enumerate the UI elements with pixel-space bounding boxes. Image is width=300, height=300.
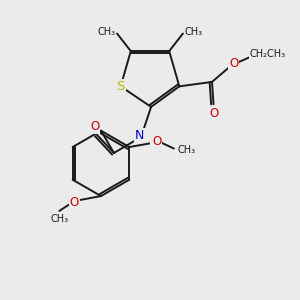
Text: H: H	[151, 135, 158, 145]
Text: O: O	[152, 135, 161, 148]
Text: CH₃: CH₃	[98, 27, 116, 37]
Text: O: O	[90, 120, 100, 133]
Text: CH₃: CH₃	[184, 27, 202, 37]
Text: O: O	[70, 196, 79, 208]
Text: CH₃: CH₃	[177, 145, 195, 155]
Text: S: S	[116, 80, 125, 93]
Text: CH₃: CH₃	[50, 214, 68, 224]
Text: O: O	[229, 57, 238, 70]
Text: N: N	[135, 129, 145, 142]
Text: O: O	[209, 106, 219, 120]
Text: CH₂CH₃: CH₂CH₃	[250, 49, 286, 59]
